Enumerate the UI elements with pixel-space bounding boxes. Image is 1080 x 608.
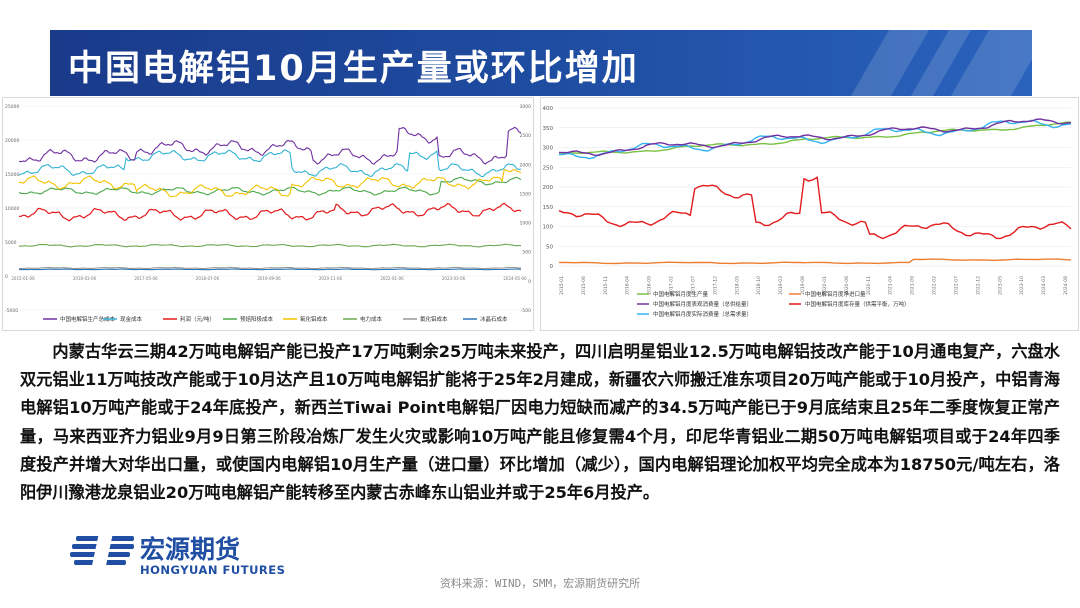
- left-y-tick: 0: [5, 274, 8, 280]
- right-x-tick: 2022-12: [975, 276, 981, 295]
- left-x-tick: 2015-01-06: [11, 276, 35, 281]
- left-x-tick: 2017-05-06: [134, 276, 158, 281]
- left-legend-label: 中国电解铝生产总成本: [60, 315, 116, 323]
- right-x-tick: 2019-08: [800, 276, 806, 295]
- left-y2-tick: -500: [521, 308, 531, 314]
- left-x-tick: 2022-01-06: [380, 276, 404, 281]
- left-y2-tick: 2000: [520, 162, 532, 168]
- left-x-tick: 2024-05-06: [503, 276, 527, 281]
- left-legend-label: 现金成本: [120, 315, 143, 323]
- right-x-tick: 2020-11: [866, 276, 872, 295]
- left-legend-label: 预焙阳极成本: [240, 315, 274, 323]
- source-note: 资料来源：WIND，SMM，宏源期货研究所: [439, 577, 641, 590]
- right-x-tick: 2022-07: [953, 276, 959, 295]
- right-series-4: [559, 119, 1072, 160]
- left-y-tick: 20000: [5, 138, 19, 144]
- right-y-tick: 400: [543, 106, 554, 112]
- logo-en-text: HONGYUAN FUTURES: [140, 563, 285, 577]
- right-legend-label: 中国电解铝月度净进口量: [805, 290, 866, 298]
- right-y-tick: 200: [543, 185, 554, 191]
- left-series-2: [18, 202, 522, 222]
- left-y-tick: 5000: [5, 240, 17, 246]
- left-y-tick: 25000: [5, 104, 19, 110]
- right-x-tick: 2016-04: [625, 276, 631, 295]
- left-x-tick: 2020-11-06: [319, 276, 343, 281]
- left-y-tick: 10000: [5, 206, 19, 212]
- left-x-tick: 2019-09-06: [257, 276, 281, 281]
- left-series-7: [19, 268, 522, 271]
- left-legend-label: 冰晶石成本: [480, 315, 508, 323]
- left-legend-label: 氟化铝成本: [420, 315, 448, 323]
- right-legend-label: 中国电解铝月度库存量（供需平衡，万吨）: [805, 300, 910, 308]
- logo-mark-icon: 宏源期货 HONGYUAN FUTURES: [70, 532, 285, 577]
- left-series-3: [18, 176, 522, 196]
- left-legend-label: 氧化铝成本: [300, 315, 328, 323]
- left-series-6: [18, 266, 521, 270]
- supply-demand-chart-svg: 400 350 300 250 200 150 100 50 0 2015-01 2015-06 20…: [543, 106, 1072, 318]
- left-series-4: [18, 168, 522, 198]
- right-y-tick: 0: [550, 264, 554, 270]
- left-legend-label: 利润（元/吨）: [180, 315, 215, 323]
- left-y2-tick: 500: [522, 250, 531, 256]
- right-y-tick: 350: [543, 126, 554, 132]
- left-x-tick: 2018-07-06: [196, 276, 220, 281]
- right-x-tick: 2015-06: [581, 276, 587, 295]
- right-y-tick: 250: [543, 165, 554, 171]
- right-x-tick: 2021-09: [910, 276, 916, 295]
- right-x-tick: 2016-09: [647, 276, 653, 295]
- right-x-tick: 2018-10: [756, 276, 762, 295]
- right-series-1: [558, 258, 1072, 265]
- body-paragraph: 内蒙古华云三期42万吨电解铝产能已投产17万吨剩余25万吨未来投产，四川启明星铝…: [20, 342, 1060, 503]
- right-x-tick: 2024-08: [1063, 276, 1069, 295]
- left-x-tick: 2023-03-06: [442, 276, 466, 281]
- right-y-tick: 50: [546, 244, 553, 250]
- title-bar: 中国电解铝10月生产量或环比增加: [50, 30, 1032, 96]
- right-series-2: [558, 118, 1072, 157]
- supply-demand-chart: 400 350 300 250 200 150 100 50 0 2015-01 2015-06 20…: [540, 97, 1079, 331]
- cost-profit-chart: 25000 20000 15000 10000 5000 0 -5000 3000 2500 20…: [2, 97, 534, 331]
- right-x-tick: 2023-10: [1019, 276, 1025, 295]
- left-series-0: [18, 126, 522, 165]
- logo-cn-text: 宏源期货: [140, 535, 240, 564]
- right-series-0: [558, 121, 1072, 156]
- company-logo: 宏源期货 HONGYUAN FUTURES: [70, 528, 310, 578]
- right-x-tick: 2018-05: [734, 276, 740, 295]
- right-y-tick: 100: [543, 225, 554, 231]
- page-title: 中国电解铝10月生产量或环比增加: [68, 49, 639, 89]
- left-y2-tick: 1000: [520, 221, 532, 227]
- right-x-tick: 2021-04: [888, 276, 894, 295]
- right-series-3: [558, 176, 1072, 240]
- left-y2-tick: 2500: [520, 133, 532, 139]
- right-y-tick: 300: [543, 146, 554, 152]
- right-x-tick: 2024-03: [1041, 276, 1047, 295]
- right-x-tick: 2015-01: [559, 276, 565, 295]
- left-series-1: [18, 149, 522, 178]
- left-legend-label: 电力成本: [360, 315, 383, 323]
- left-y-tick: 15000: [5, 172, 19, 178]
- left-y2-tick: 0: [528, 279, 531, 285]
- cost-profit-chart-svg: 2500020000150001000050000-50003000250020…: [5, 104, 532, 323]
- right-x-tick: 2022-02: [932, 276, 938, 295]
- right-x-tick: 2015-11: [603, 276, 609, 295]
- left-y2-tick: 3000: [520, 104, 532, 110]
- right-legend-label: 中国电解铝月度表观消费量（总供给量）: [653, 300, 752, 308]
- right-x-tick: 2023-05: [997, 276, 1003, 295]
- right-x-tick: 2020-01: [822, 276, 828, 295]
- right-x-tick: 2017-07: [690, 276, 696, 295]
- right-x-tick: 2019-03: [778, 276, 784, 295]
- right-x-tick: 2020-06: [844, 276, 850, 295]
- right-y-tick: 150: [543, 205, 554, 211]
- right-x-tick: 2017-02: [669, 276, 675, 295]
- left-y-tick: -5000: [5, 308, 18, 314]
- left-series-5: [18, 243, 522, 248]
- left-x-tick: 2016-03-06: [73, 276, 97, 281]
- right-x-tick: 2017-12: [712, 276, 718, 295]
- left-y2-tick: 1500: [520, 191, 532, 197]
- right-legend-label: 中国电解铝月度生产量: [653, 290, 709, 298]
- right-legend-label: 中国电解铝月度实际消费量（总需求量）: [653, 310, 752, 318]
